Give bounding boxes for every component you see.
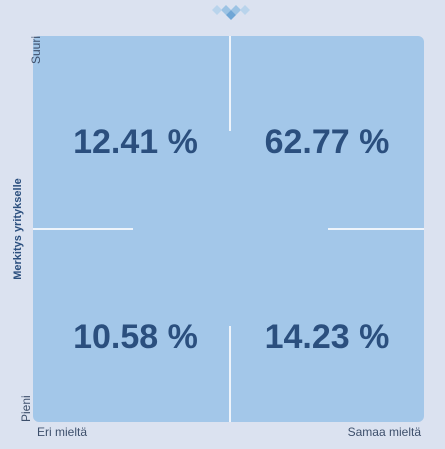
quadrant-value: 14.23 % bbox=[265, 318, 390, 356]
quadrant-value: 62.77 % bbox=[265, 123, 390, 161]
x-left-label: Eri mieltä bbox=[37, 425, 87, 439]
panel bbox=[33, 36, 424, 422]
quadrant-value: 12.41 % bbox=[73, 123, 198, 161]
quadrant-value: 10.58 % bbox=[73, 318, 198, 356]
x-right-label: Samaa mieltä bbox=[348, 425, 422, 439]
y-top-label: Suuri bbox=[29, 36, 43, 64]
y-axis-label: Merkitys yritykselle bbox=[12, 178, 24, 280]
logo bbox=[212, 5, 250, 20]
y-bottom-label: Pieni bbox=[19, 395, 33, 422]
